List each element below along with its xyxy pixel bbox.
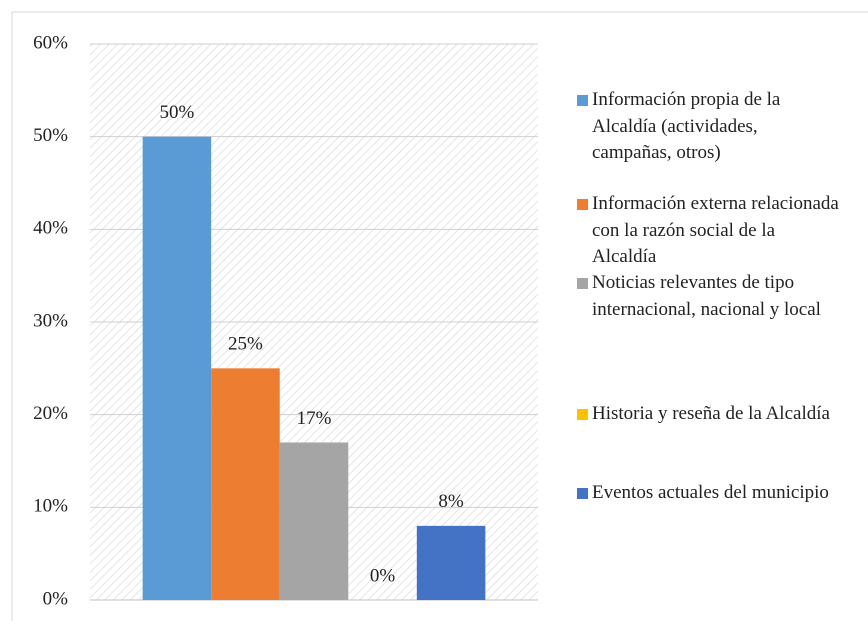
legend-item: Información externa relacionada con la r… [577,191,839,271]
legend-swatch [577,278,588,289]
y-tick-label: 50% [33,125,68,146]
legend-label: Información externa relacionada con la r… [592,193,839,267]
legend-item: Historia y reseña de la Alcaldía [577,401,839,428]
bar [416,525,486,600]
legend-label: Noticias relevantes de tipo internaciona… [592,272,821,320]
legend-swatch [577,488,588,499]
data-label: 0% [370,565,396,586]
bar [279,442,349,600]
legend-swatch [577,409,588,420]
data-label: 17% [297,408,332,429]
legend-label: Eventos actuales del municipio [592,482,829,503]
bar [211,368,280,600]
legend-item: Información propia de la Alcaldía (activ… [577,87,839,167]
legend-item: Noticias relevantes de tipo internaciona… [577,270,839,323]
bar [142,136,212,600]
y-tick-label: 20% [33,403,68,424]
y-tick-label: 0% [43,588,69,609]
y-tick-label: 10% [33,496,68,517]
legend-swatch [577,199,588,210]
chart-border [11,11,868,621]
y-tick-label: 40% [33,218,68,239]
data-label: 25% [228,334,263,355]
legend-label: Información propia de la Alcaldía (activ… [592,89,781,163]
legend-label: Historia y reseña de la Alcaldía [592,403,830,424]
data-label: 50% [159,102,194,123]
legend-swatch [577,95,588,106]
y-tick-label: 60% [33,32,68,53]
data-label: 8% [438,491,464,512]
y-tick-label: 30% [33,310,68,331]
legend-item: Eventos actuales del municipio [577,480,839,507]
